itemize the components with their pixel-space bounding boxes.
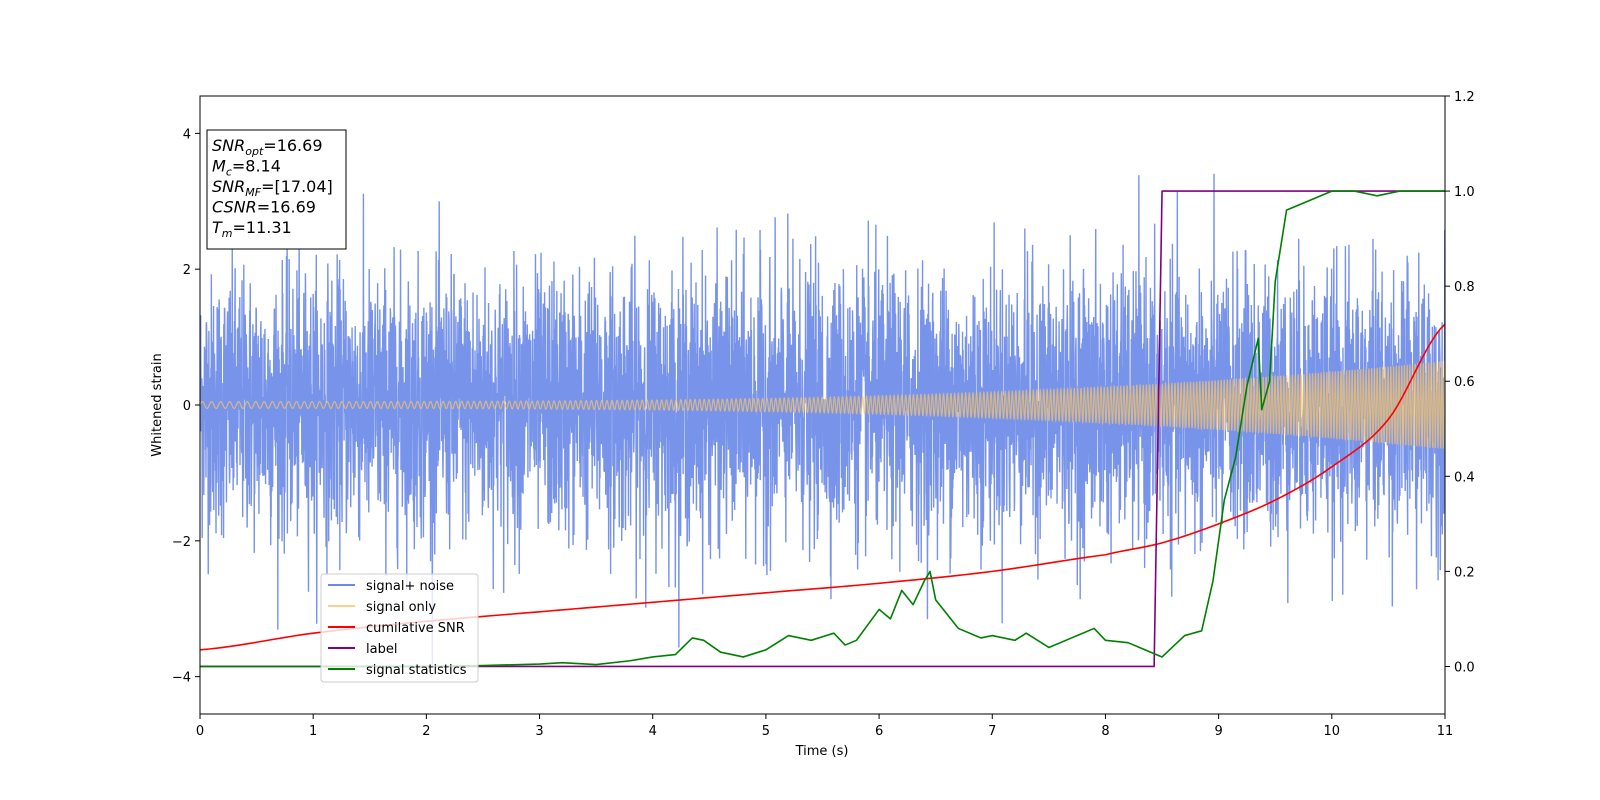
legend-entry-label: signal statistics: [366, 663, 467, 678]
x-tick-label: 10: [1324, 724, 1341, 739]
x-tick-label: 11: [1437, 724, 1454, 739]
y2-tick-label: 1.2: [1454, 90, 1475, 105]
series-signal-only-line: [200, 360, 1445, 449]
x-axis-label: Time (s): [795, 744, 849, 759]
y-tick-label: −2: [172, 535, 191, 550]
info-box-frame: [206, 129, 347, 250]
x-tick-label: 2: [422, 724, 430, 739]
series-signal-statistics-line: [200, 190, 1445, 668]
y2-tick-label: 0.8: [1454, 280, 1475, 295]
info-box: SNRopt=16.69Mc=8.14SNRMF=[17.04]CSNR=16.…: [206, 129, 347, 250]
info-box-line: CSNR=16.69: [212, 198, 316, 217]
legend-entry-label: label: [366, 642, 397, 657]
y2-tick-label: 0.2: [1454, 565, 1475, 580]
info-box-line: Tm=11.31: [212, 218, 292, 240]
x-tick-label: 5: [762, 724, 770, 739]
y-tick-label: 0: [183, 399, 191, 414]
y-tick-label: −4: [172, 671, 191, 686]
y-tick-label: 2: [183, 263, 191, 278]
series-signal-noise-line: [200, 173, 1445, 665]
legend-entry-label: signal+ noise: [366, 579, 454, 594]
legend-entry-label: signal only: [366, 600, 436, 615]
y-tick-label: 4: [183, 127, 191, 142]
x-tick-label: 6: [875, 724, 883, 739]
series-label-line: [200, 190, 1445, 668]
y2-tick-label: 0.6: [1454, 375, 1475, 390]
y2-tick-label: 1.0: [1454, 185, 1475, 200]
x-tick-label: 9: [1214, 724, 1222, 739]
x-axis: 0 1 2 3 4 5 6 7 8 9 10 11: [196, 714, 1453, 739]
x-tick-label: 7: [988, 724, 996, 739]
x-tick-label: 0: [196, 724, 204, 739]
y2-tick-label: 0.0: [1454, 660, 1475, 675]
info-box-line: Mc=8.14: [212, 157, 281, 179]
info-box-line: SNRopt=16.69: [212, 136, 323, 158]
legend-frame: [320, 573, 479, 683]
legend: signal+ noise signal only cumilative SNR la…: [320, 573, 479, 683]
x-tick-label: 3: [535, 724, 543, 739]
x-tick-label: 8: [1101, 724, 1109, 739]
legend-entry-label: cumilative SNR: [366, 621, 465, 636]
x-tick-label: 4: [649, 724, 657, 739]
y-axis-right: 0.0 0.2 0.4 0.6 0.8 1.0 1.2: [1445, 90, 1475, 675]
y-axis-left: −4 −2 0 2 4: [172, 127, 200, 686]
y2-tick-label: 0.4: [1454, 470, 1475, 485]
y-axis-label: Whitened strain: [150, 353, 165, 456]
x-tick-label: 1: [309, 724, 317, 739]
info-box-line: SNRMF=[17.04]: [212, 177, 333, 199]
series-layer: [200, 173, 1445, 668]
